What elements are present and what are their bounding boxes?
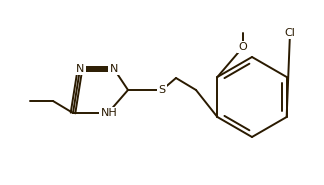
Text: S: S bbox=[158, 85, 166, 95]
Text: O: O bbox=[238, 42, 248, 52]
Text: N: N bbox=[76, 64, 84, 74]
Text: Cl: Cl bbox=[284, 28, 295, 38]
Text: NH: NH bbox=[101, 108, 117, 118]
Text: N: N bbox=[110, 64, 118, 74]
